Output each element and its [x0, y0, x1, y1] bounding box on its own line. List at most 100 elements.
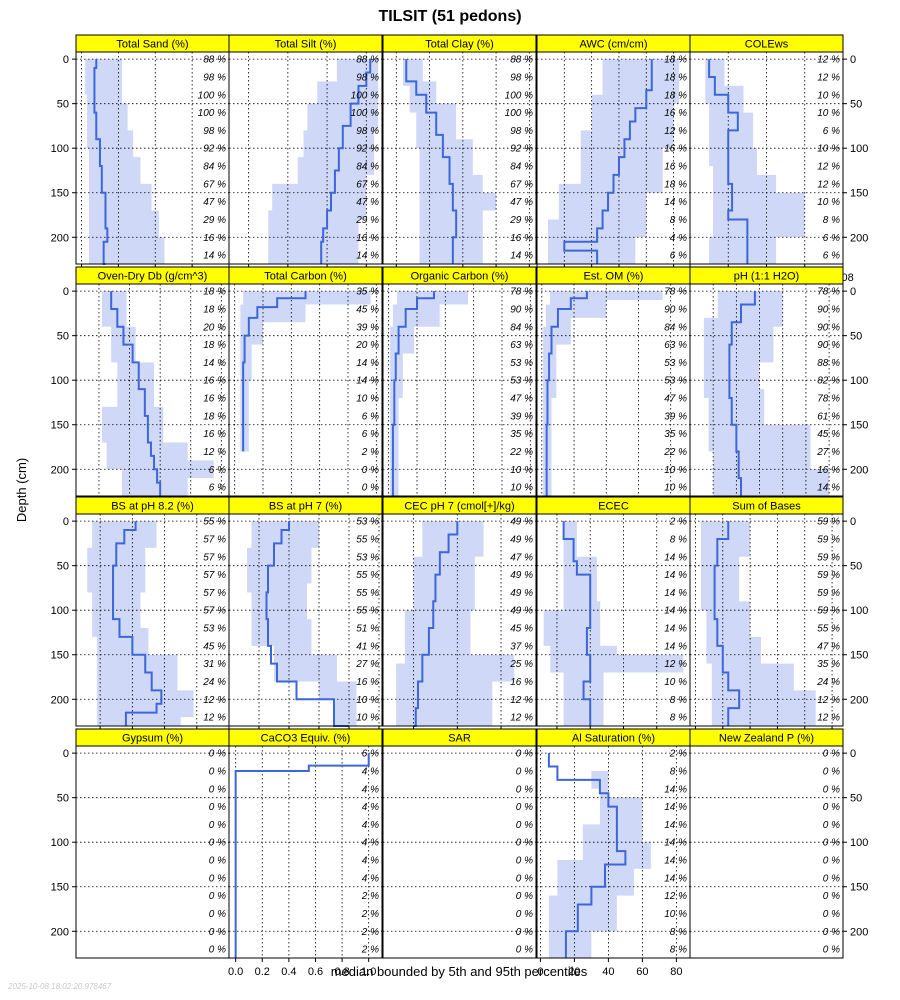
pct-label: 6 % — [670, 251, 687, 262]
pct-label: 20 % — [202, 322, 226, 333]
pct-label: 0 % — [516, 766, 533, 777]
panel-frame — [382, 513, 537, 727]
median-line — [708, 59, 749, 264]
panel-3: AWC (cm/cm) 18 % 18 % 18 % 16 % 12 % 16 % 16 % 1… — [526, 34, 691, 284]
pct-label: 90 % — [664, 304, 687, 315]
panel-title: Total Sand (%) — [116, 39, 188, 51]
pct-label: 100 % — [505, 90, 533, 101]
pct-label: 6 % — [823, 233, 840, 244]
y-tick-label: 100 — [850, 375, 868, 387]
pct-label: 41 % — [356, 641, 379, 652]
panel-frame — [689, 745, 844, 959]
y-tick-label: 50 — [57, 561, 69, 573]
y-tick-label: 100 — [51, 143, 69, 155]
pct-label: 47 % — [510, 197, 533, 208]
panel-17: SAR 0 % 0 % 0 % 0 % 0 % 0 % 0 % 0 % 0 % 0 % 0 % 0 % — [382, 728, 537, 959]
pct-label: 8 % — [670, 766, 687, 777]
median-line — [391, 291, 435, 496]
median-line — [110, 291, 162, 496]
pct-label: 16 % — [664, 108, 687, 119]
pct-label: 98 % — [510, 72, 533, 83]
pct-label: 90 % — [817, 340, 840, 351]
panel-frame — [75, 745, 230, 959]
pct-label: 10 % — [664, 483, 687, 494]
panel-title: AWC (cm/cm) — [579, 39, 647, 51]
x-tick-label: 80 — [670, 966, 682, 978]
percentile-band — [247, 521, 372, 726]
pct-label: 98 % — [510, 126, 533, 137]
pct-label: 12 % — [817, 55, 840, 66]
pct-label: 0 % — [516, 802, 533, 813]
pct-label: 12 % — [203, 447, 226, 458]
pct-label: 6 % — [362, 749, 379, 760]
pct-label: 14 % — [664, 570, 687, 581]
y-tick-label: 200 — [51, 464, 69, 476]
pct-label: 4 % — [362, 784, 379, 795]
y-tick-label: 0 — [850, 748, 856, 760]
median-line — [320, 59, 372, 264]
pct-label: 39 % — [510, 411, 533, 422]
pct-label: 57 % — [203, 570, 226, 581]
pct-label: 57 % — [203, 606, 226, 617]
pct-label: 12 % — [510, 713, 533, 724]
panel-frame — [228, 513, 383, 727]
panel-7: Organic Carbon (%)78 % 90 % 84 % 63 % 53 % 53… — [382, 266, 537, 516]
pct-label: 0 % — [362, 483, 379, 494]
pct-label: 0 % — [209, 784, 226, 795]
pct-label: 98 % — [203, 126, 226, 137]
pct-label: 92 % — [510, 144, 533, 155]
pct-label: 14 % — [203, 251, 226, 262]
pct-label: 100 % — [505, 108, 533, 119]
panel-title: Al Saturation (%) — [572, 733, 655, 745]
pct-label: 14 % — [817, 483, 840, 494]
panel-title: Organic Carbon (%) — [411, 271, 509, 283]
pct-label: 0 % — [209, 802, 226, 813]
pct-label: 100 % — [198, 90, 226, 101]
pct-label: 53 % — [356, 552, 379, 563]
y-tick-label: 0 — [63, 54, 69, 66]
panel-11: BS at pH 7 (%) 53 % 55 % 53 % 55 % 55 % 55 % 51… — [228, 496, 388, 746]
pct-label: 4 % — [362, 856, 379, 867]
pct-label: 84 % — [664, 322, 687, 333]
pct-label: 49 % — [510, 570, 533, 581]
pct-label: 35 % — [664, 429, 687, 440]
pct-label: 57 % — [203, 588, 226, 599]
panel-frame — [382, 745, 537, 959]
y-tick-label: 50 — [57, 793, 69, 805]
pct-label: 0 % — [209, 856, 226, 867]
pct-label: 53 % — [510, 358, 533, 369]
pct-label: 59 % — [817, 534, 840, 545]
pct-label: 4 % — [362, 820, 379, 831]
pct-label: 10 % — [356, 394, 379, 405]
panel-frame — [382, 283, 537, 497]
panel-title: Oven-Dry Db (g/cm^3) — [98, 271, 208, 283]
pct-label: 2 % — [361, 909, 379, 920]
pct-label: 53 % — [203, 624, 226, 635]
pct-label: 12 % — [203, 695, 226, 706]
y-tick-label: 50 — [850, 331, 862, 343]
pct-label: 0 % — [209, 838, 226, 849]
pct-label: 0 % — [516, 820, 533, 831]
pct-label: 12 % — [203, 713, 226, 724]
median-line — [547, 753, 627, 958]
pct-label: 29 % — [202, 215, 226, 226]
pct-label: 12 % — [664, 891, 687, 902]
pct-label: 90 % — [817, 322, 840, 333]
pct-label: 0 % — [209, 749, 226, 760]
y-tick-label: 50 — [850, 99, 862, 111]
x-tick-label: 0.2 — [255, 966, 270, 978]
pct-label: 39 % — [356, 322, 379, 333]
y-tick-label: 200 — [51, 926, 69, 938]
pct-label: 2 % — [669, 517, 687, 528]
pct-label: 88 % — [203, 55, 226, 66]
pct-label: 0 % — [516, 784, 533, 795]
median-line — [265, 521, 349, 727]
pct-label: 67 % — [356, 179, 379, 190]
pct-label: 84 % — [356, 162, 379, 173]
panel-12: CEC pH 7 (cmol[+]/kg) 49 % 49 % 47 % 49 % 49 … — [382, 496, 537, 746]
pct-label: 47 % — [817, 641, 840, 652]
median-line — [112, 521, 163, 726]
pct-label: 16 % — [510, 677, 533, 688]
percentile-band — [547, 59, 680, 264]
pct-label: 14 % — [510, 251, 533, 262]
